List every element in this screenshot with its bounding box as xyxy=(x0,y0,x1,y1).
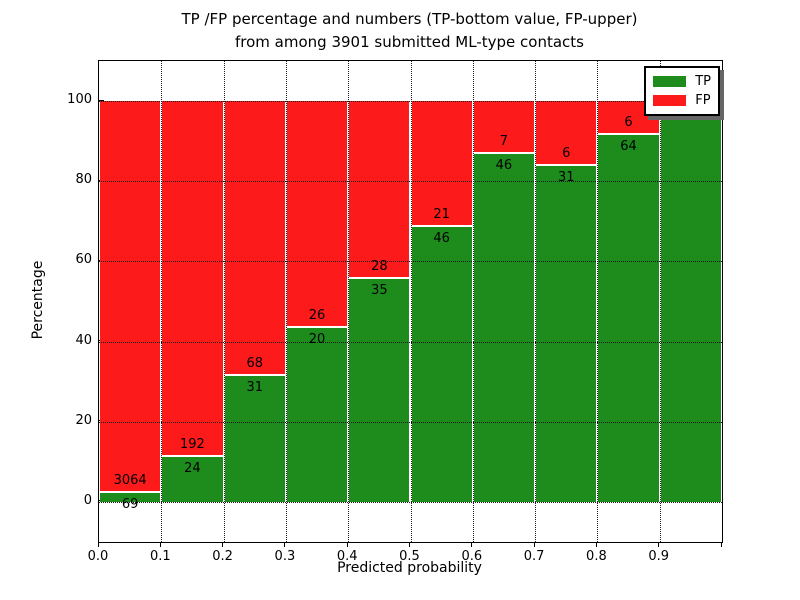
bar-segment-tp xyxy=(349,279,410,502)
grid-line-vertical xyxy=(535,61,537,542)
bar-segment-tp xyxy=(598,135,659,502)
legend-tp-swatch-icon xyxy=(653,76,687,87)
bar-segment-fp xyxy=(349,101,410,280)
bar-label-fp: 3064 xyxy=(113,473,147,489)
y-tick-label: 80 xyxy=(75,172,92,188)
x-tick-label: 0.6 xyxy=(461,549,483,564)
bar-segment-tp xyxy=(411,226,472,502)
x-tick-label: 0.5 xyxy=(399,549,420,564)
bar-segment-fp xyxy=(100,101,161,494)
grid-line-vertical xyxy=(659,61,661,542)
x-axis-tick xyxy=(97,542,99,547)
y-tick-label: 20 xyxy=(75,412,92,428)
grid-line-horizontal xyxy=(99,181,722,183)
bar-label-fp: 6 xyxy=(624,115,633,131)
x-axis-tick xyxy=(346,542,348,547)
legend-item-fp: FP xyxy=(653,91,711,110)
legend: TP FP xyxy=(644,66,720,116)
y-tick-label: 40 xyxy=(75,332,92,348)
legend-label-fp: FP xyxy=(695,93,711,108)
bar-segment-fp xyxy=(286,101,348,328)
bar-segment-tp xyxy=(162,457,223,502)
x-tick-label: 0.4 xyxy=(336,549,358,564)
grid-line-vertical xyxy=(410,61,412,542)
y-tick-label: 100 xyxy=(67,92,92,108)
x-tick-label: 0.9 xyxy=(648,549,670,564)
bar-label-tp: 46 xyxy=(495,158,513,174)
bar-segment-tp xyxy=(100,493,161,502)
grid-line-horizontal xyxy=(99,501,722,503)
x-axis-label: Predicted probability xyxy=(337,560,482,576)
bar-label-tp: 64 xyxy=(620,139,637,155)
x-tick-label: 0.0 xyxy=(87,549,109,564)
bar-label-fp: 6 xyxy=(562,146,571,162)
bar-label-fp: 28 xyxy=(371,259,388,275)
grid-line-vertical xyxy=(285,61,287,542)
x-axis-tick xyxy=(658,542,660,547)
grid-line-horizontal xyxy=(99,261,722,263)
bar-segment-fp xyxy=(536,101,597,167)
x-tick-label: 0.7 xyxy=(523,549,545,564)
bar-label-tp: 24 xyxy=(184,461,201,477)
bar-label-tp: 35 xyxy=(371,283,388,299)
grid-line-vertical xyxy=(161,61,163,542)
x-tick-label: 0.2 xyxy=(212,549,233,564)
y-tick-label: 60 xyxy=(75,252,92,268)
legend-fp-swatch-icon xyxy=(653,95,687,106)
bar-segment-tp xyxy=(660,101,721,502)
bar-label-fp: 68 xyxy=(246,356,264,372)
x-tick-label: 0.1 xyxy=(149,549,171,564)
bar-label-tp: 46 xyxy=(433,230,450,246)
bar-label-tp: 31 xyxy=(557,170,575,186)
x-axis-tick xyxy=(720,542,722,547)
bar-label-fp: 26 xyxy=(308,307,326,323)
grid-line-vertical xyxy=(348,61,350,542)
x-axis-tick xyxy=(159,542,161,547)
grid-line-vertical xyxy=(597,61,599,542)
grid-line-vertical xyxy=(472,61,474,542)
bar-segment-tp xyxy=(224,376,285,502)
bar-label-tp: 20 xyxy=(308,331,326,347)
grid-line-vertical xyxy=(223,61,225,542)
bar-segment-tp xyxy=(473,154,535,502)
bar-label-fp: 21 xyxy=(433,206,450,222)
bar-segment-fp xyxy=(473,101,535,155)
x-tick-label: 0.8 xyxy=(586,549,607,564)
x-axis-tick xyxy=(533,542,535,547)
bar-label-fp: 7 xyxy=(499,134,509,150)
x-tick-label: 0.3 xyxy=(274,549,296,564)
grid-line-horizontal xyxy=(99,101,722,103)
bar-segment-fp xyxy=(224,101,285,377)
bar-segment-tp xyxy=(536,166,597,502)
x-axis-tick xyxy=(409,542,410,547)
x-axis-tick xyxy=(471,542,473,547)
chart-title: TP /FP percentage and numbers (TP-bottom… xyxy=(98,8,721,54)
x-axis-tick xyxy=(284,542,286,547)
grid-line-horizontal xyxy=(99,421,722,423)
chart-title-line1: TP /FP percentage and numbers (TP-bottom… xyxy=(181,10,638,28)
chart-title-line2: from among 3901 submitted ML-type contac… xyxy=(235,33,584,51)
plot-area: 693064241923168202635284621467316646117 … xyxy=(98,60,723,543)
legend-label-tp: TP xyxy=(695,74,711,89)
y-axis-label: Percentage xyxy=(30,260,46,340)
bar-label-fp: 192 xyxy=(180,437,205,453)
bar-segment-tp xyxy=(286,327,348,502)
bar-label-tp: 69 xyxy=(121,497,139,513)
bar-label-tp: 31 xyxy=(246,380,264,396)
grid-line-horizontal xyxy=(99,341,722,343)
bar-segment-fp xyxy=(162,101,223,458)
y-tick-label: 0 xyxy=(83,492,92,508)
legend-item-tp: TP xyxy=(653,72,711,91)
bar-segment-fp xyxy=(411,101,472,227)
x-axis-tick xyxy=(595,542,597,547)
y-axis-tick xyxy=(99,99,104,101)
x-axis-tick xyxy=(222,542,224,547)
